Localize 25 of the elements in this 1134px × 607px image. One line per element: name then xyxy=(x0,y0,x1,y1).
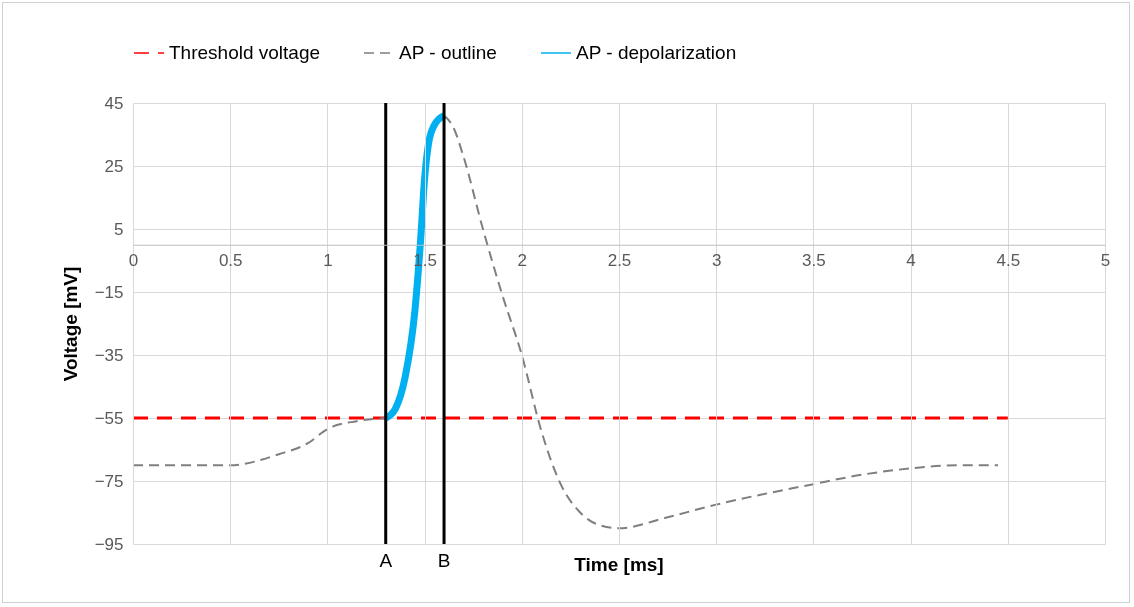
legend-label: AP - outline xyxy=(399,42,497,63)
x-tick-label: 0 xyxy=(128,251,139,271)
y-tick-label: −35 xyxy=(94,345,124,365)
x-tick-label: 3 xyxy=(711,251,722,271)
y-tick-label: 25 xyxy=(104,156,124,176)
x-tick-label: 2 xyxy=(517,251,528,271)
x-tick-label: 4 xyxy=(906,251,916,271)
y-tick-label: −95 xyxy=(94,534,124,554)
x-tick-label: 5 xyxy=(1100,251,1111,271)
ref-line-label: A xyxy=(379,550,393,571)
legend-label: AP - depolarization xyxy=(576,42,737,63)
y-tick-label: 45 xyxy=(104,93,124,113)
x-tick-label: 3.5 xyxy=(802,251,826,271)
x-axis-title: Time [ms] xyxy=(574,554,664,575)
y-axis-title: Voltage [mV] xyxy=(59,266,81,382)
x-tick-label: 4.5 xyxy=(996,251,1021,271)
y-tick-label: 5 xyxy=(114,219,124,239)
y-tick-label: −15 xyxy=(94,282,124,302)
y-tick-label: −55 xyxy=(94,408,124,428)
x-tick-label: 1 xyxy=(323,251,333,271)
ref-line-label: B xyxy=(437,550,451,571)
y-tick-label: −75 xyxy=(94,471,124,491)
legend-label: Threshold voltage xyxy=(169,42,321,63)
x-tick-label: 2.5 xyxy=(607,251,632,271)
x-tick-label: 0.5 xyxy=(218,251,243,271)
